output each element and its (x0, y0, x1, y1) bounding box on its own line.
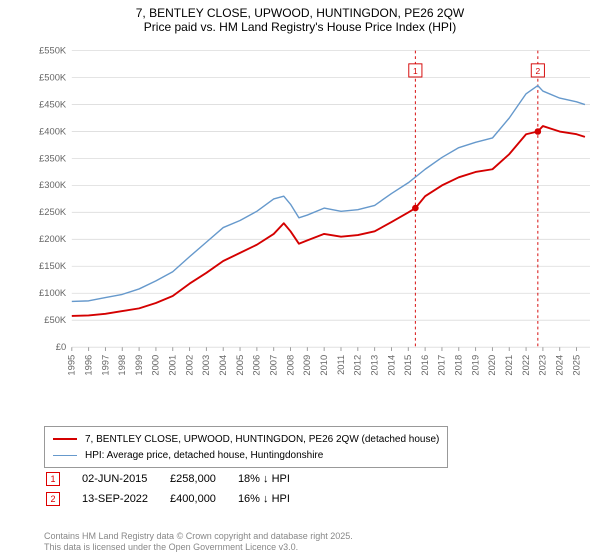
title-address: 7, BENTLEY CLOSE, UPWOOD, HUNTINGDON, PE… (0, 6, 600, 20)
svg-text:2010: 2010 (319, 355, 329, 376)
marker-price: £400,000 (170, 490, 236, 508)
legend-label: HPI: Average price, detached house, Hunt… (85, 450, 323, 461)
legend: 7, BENTLEY CLOSE, UPWOOD, HUNTINGDON, PE… (44, 426, 448, 468)
svg-text:2020: 2020 (487, 355, 497, 376)
chart-container: 7, BENTLEY CLOSE, UPWOOD, HUNTINGDON, PE… (0, 0, 600, 560)
svg-text:2021: 2021 (504, 355, 514, 376)
marker-delta: 18% ↓ HPI (238, 470, 310, 488)
svg-text:£0: £0 (56, 342, 66, 352)
footer-line: Contains HM Land Registry data © Crown c… (44, 531, 353, 543)
svg-text:2015: 2015 (403, 355, 413, 376)
svg-text:£550K: £550K (39, 45, 67, 55)
svg-text:2000: 2000 (151, 355, 161, 376)
svg-text:1: 1 (413, 66, 418, 76)
marker-date: 13-SEP-2022 (82, 490, 168, 508)
svg-text:£350K: £350K (39, 153, 67, 163)
svg-text:2004: 2004 (218, 355, 228, 376)
svg-text:2019: 2019 (470, 355, 480, 376)
legend-swatch-hpi (53, 455, 77, 456)
svg-text:1998: 1998 (117, 355, 127, 376)
svg-text:2005: 2005 (235, 355, 245, 376)
marker-price: £258,000 (170, 470, 236, 488)
svg-text:2003: 2003 (201, 355, 211, 376)
legend-swatch-price (53, 438, 77, 440)
footer-attribution: Contains HM Land Registry data © Crown c… (44, 531, 353, 554)
svg-text:1995: 1995 (67, 355, 77, 376)
legend-row: 7, BENTLEY CLOSE, UPWOOD, HUNTINGDON, PE… (53, 431, 439, 447)
marker-badge: 1 (46, 472, 60, 486)
marker-date: 02-JUN-2015 (82, 470, 168, 488)
svg-text:2001: 2001 (168, 355, 178, 376)
marker-delta: 16% ↓ HPI (238, 490, 310, 508)
svg-text:£300K: £300K (39, 180, 67, 190)
svg-text:1999: 1999 (134, 355, 144, 376)
svg-text:£150K: £150K (39, 261, 67, 271)
svg-text:2002: 2002 (184, 355, 194, 376)
marker-table: 1 02-JUN-2015 £258,000 18% ↓ HPI 2 13-SE… (44, 468, 312, 510)
svg-text:2018: 2018 (454, 355, 464, 376)
svg-text:1997: 1997 (100, 355, 110, 376)
svg-text:£500K: £500K (39, 72, 67, 82)
svg-text:2011: 2011 (336, 355, 346, 375)
legend-row: HPI: Average price, detached house, Hunt… (53, 447, 439, 463)
svg-text:2012: 2012 (353, 355, 363, 376)
svg-text:2013: 2013 (369, 355, 379, 376)
svg-text:2016: 2016 (420, 355, 430, 376)
plot-area: £0 £50K £100K £150K £200K £250K £300K £350K £400… (38, 40, 590, 386)
svg-text:2024: 2024 (555, 355, 565, 376)
chart-svg: £0 £50K £100K £150K £200K £250K £300K £350K £400… (38, 40, 590, 386)
table-row: 2 13-SEP-2022 £400,000 16% ↓ HPI (46, 490, 310, 508)
svg-text:2: 2 (535, 66, 540, 76)
footer-line: This data is licensed under the Open Gov… (44, 542, 353, 554)
svg-text:2025: 2025 (571, 355, 581, 376)
svg-text:£200K: £200K (39, 234, 67, 244)
svg-text:£250K: £250K (39, 207, 67, 217)
svg-text:£100K: £100K (39, 288, 67, 298)
svg-text:1996: 1996 (83, 355, 93, 376)
svg-text:£450K: £450K (39, 99, 67, 109)
svg-text:2009: 2009 (302, 355, 312, 376)
svg-text:2023: 2023 (538, 355, 548, 376)
legend-label: 7, BENTLEY CLOSE, UPWOOD, HUNTINGDON, PE… (85, 434, 439, 445)
title-subtitle: Price paid vs. HM Land Registry's House … (0, 20, 600, 34)
svg-text:2008: 2008 (285, 355, 295, 376)
svg-text:2022: 2022 (521, 355, 531, 376)
svg-text:2017: 2017 (437, 355, 447, 376)
svg-text:£400K: £400K (39, 126, 67, 136)
svg-text:2007: 2007 (269, 355, 279, 376)
svg-text:2014: 2014 (386, 355, 396, 376)
chart-titles: 7, BENTLEY CLOSE, UPWOOD, HUNTINGDON, PE… (0, 0, 600, 34)
svg-text:2006: 2006 (252, 355, 262, 376)
svg-text:£50K: £50K (44, 315, 67, 325)
marker-badge: 2 (46, 492, 60, 506)
table-row: 1 02-JUN-2015 £258,000 18% ↓ HPI (46, 470, 310, 488)
